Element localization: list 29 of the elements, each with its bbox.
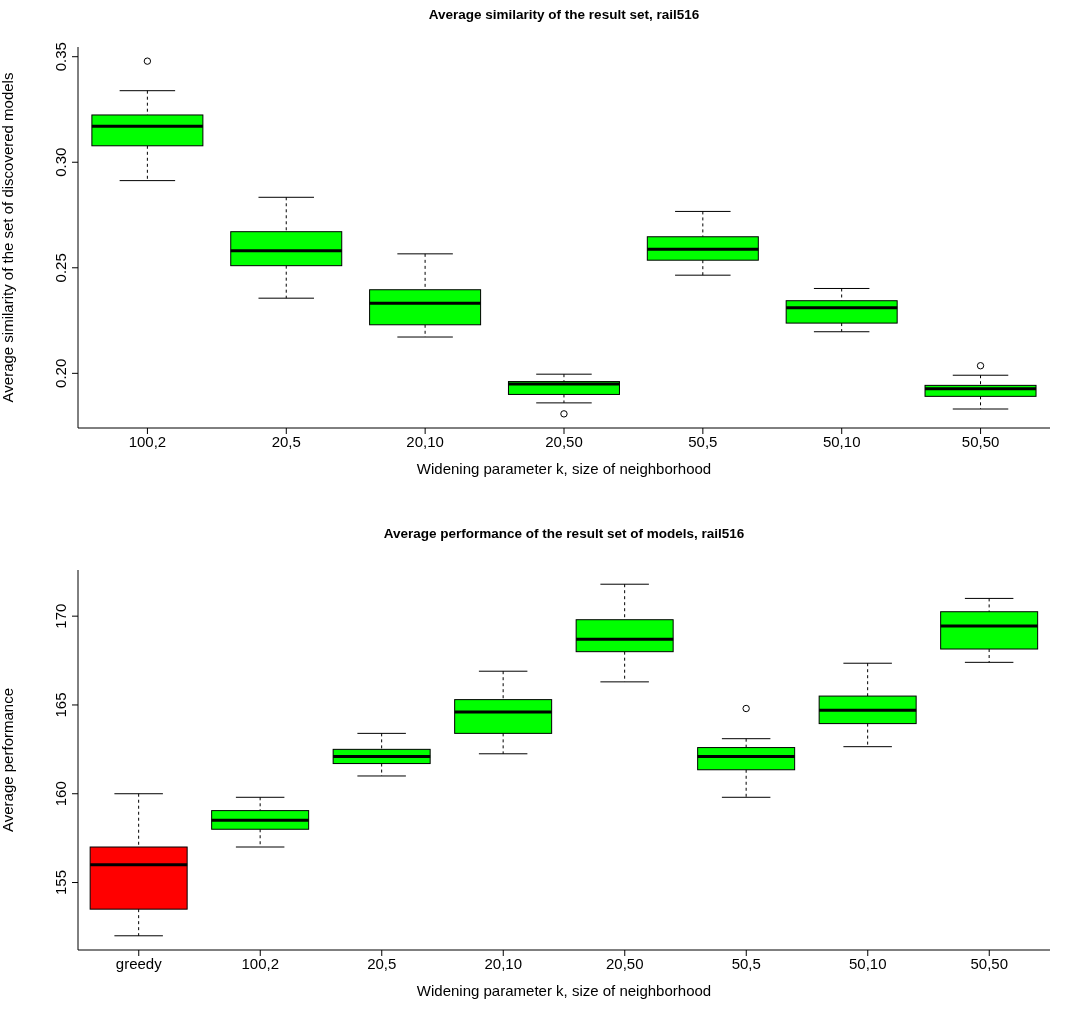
x-axis-title: Widening parameter k, size of neighborhood [416,982,712,999]
x-tick-label: 20,50 [605,954,644,972]
x-tick-label: 20,10 [406,432,444,450]
chart-title: Average similarity of the result set, rail516 [427,6,701,24]
x-tick-label: 20,50 [545,432,583,450]
x-axis-title: Widening parameter k, size of neighborhood [416,460,712,477]
x-tick-label: 100,2 [241,954,280,972]
x-tick-label: 100,2 [128,432,167,450]
x-tick-label: 20,5 [367,954,397,972]
y-tick-label: 0.25 [52,253,69,283]
x-tick-label: 50,5 [731,954,761,972]
x-tick-label: 50,10 [848,954,887,972]
x-tick-label: 50,50 [970,954,1009,972]
y-tick-label: 165 [52,692,69,718]
chart-title: Average performance of the result set of models, rail516 [382,525,746,543]
y-axis-title: Average similarity of the set of discovered models [0,72,17,403]
y-tick-label: 0.20 [52,358,69,388]
y-tick-label: 160 [52,781,69,807]
y-axis-title: Average performance [0,688,17,832]
y-tick-label: 155 [52,870,69,896]
x-tick-label: 50,10 [822,432,861,450]
x-tick-label: 20,10 [484,954,523,972]
y-tick-label: 170 [52,603,69,629]
y-tick-label: 0.35 [52,42,69,72]
y-tick-label: 0.30 [52,147,69,177]
x-tick-label: 20,5 [271,432,301,450]
x-tick-label: 50,50 [961,432,1000,450]
x-tick-label: greedy [115,954,163,972]
x-tick-label: 50,5 [688,432,718,450]
